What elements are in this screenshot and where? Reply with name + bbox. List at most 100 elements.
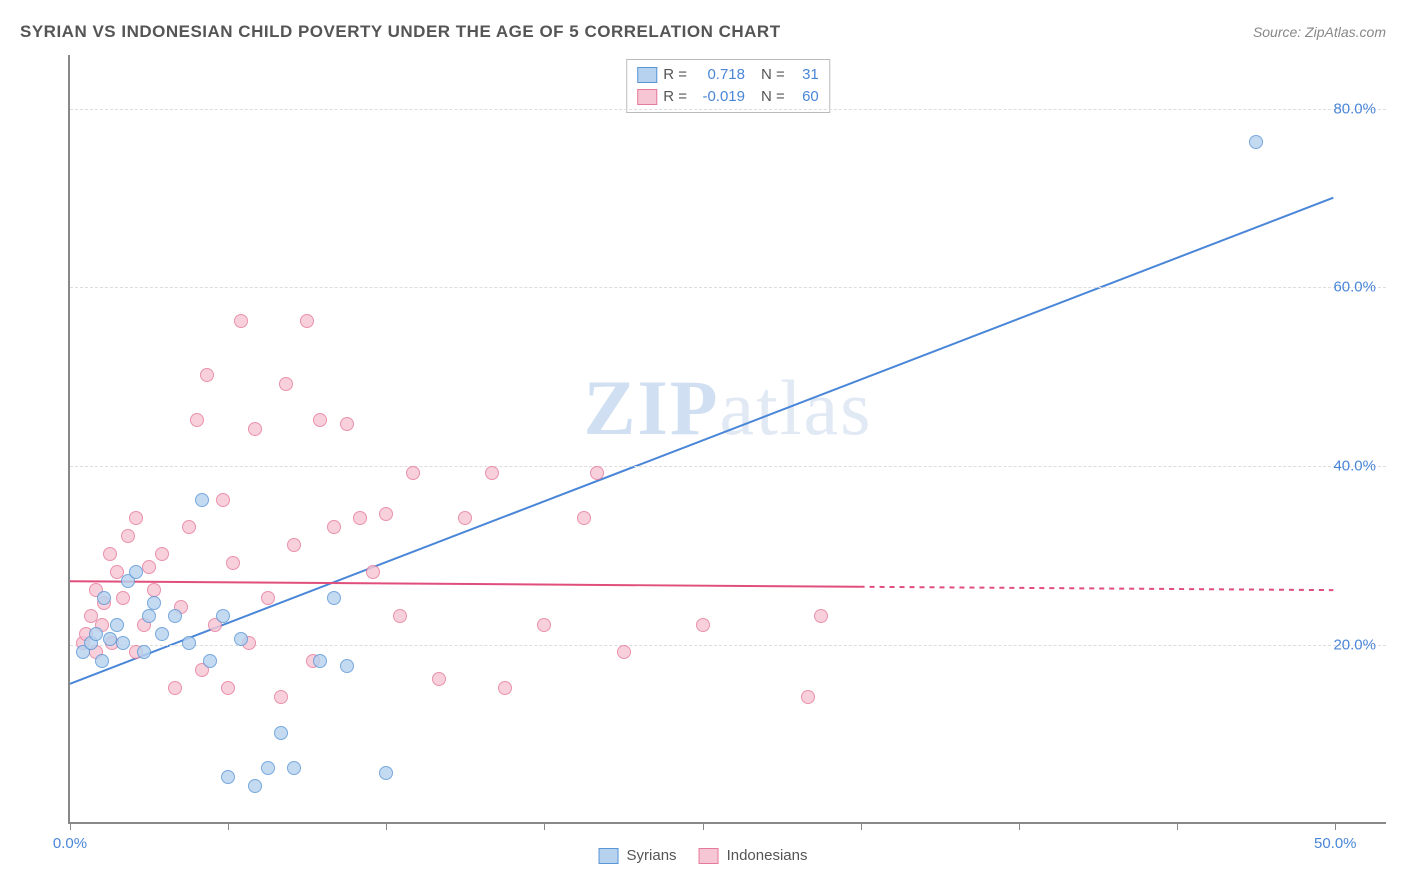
x-tick [1335,822,1336,830]
gridline-h [70,109,1386,110]
point-syrian [203,654,217,668]
point-indonesian [458,511,472,525]
legend-r-label: R = [663,86,687,108]
legend-stats: R =0.718N =31R =-0.019N =60 [626,59,830,113]
point-indonesian [313,413,327,427]
point-indonesian [498,681,512,695]
point-indonesian [327,520,341,534]
point-syrian [89,627,103,641]
point-indonesian [234,314,248,328]
gridline-h [70,645,1386,646]
point-indonesian [801,690,815,704]
point-indonesian [147,583,161,597]
legend-swatch [637,89,657,105]
point-indonesian [168,681,182,695]
point-indonesian [393,609,407,623]
point-indonesian [406,466,420,480]
x-tick [70,822,71,830]
point-indonesian [142,560,156,574]
x-tick-label: 50.0% [1314,835,1357,852]
point-indonesian [696,618,710,632]
point-indonesian [221,681,235,695]
point-syrian [195,493,209,507]
trend-line [860,587,1334,590]
legend-series-label: Indonesians [727,847,808,864]
legend-series-item: Indonesians [699,847,808,864]
point-indonesian [353,511,367,525]
point-indonesian [577,511,591,525]
chart-container: SYRIAN VS INDONESIAN CHILD POVERTY UNDER… [0,0,1406,892]
x-tick [861,822,862,830]
point-syrian [340,659,354,673]
legend-n-label: N = [761,64,785,86]
x-tick-label: 0.0% [53,835,87,852]
trend-lines-svg [70,55,1386,822]
point-indonesian [814,609,828,623]
point-indonesian [248,422,262,436]
point-indonesian [261,591,275,605]
gridline-h [70,287,1386,288]
chart-title: SYRIAN VS INDONESIAN CHILD POVERTY UNDER… [20,22,781,42]
legend-series-item: Syrians [599,847,677,864]
legend-r-value: -0.019 [693,86,745,108]
y-tick-label: 40.0% [1333,458,1376,475]
point-indonesian [216,493,230,507]
point-indonesian [432,672,446,686]
point-syrian [116,636,130,650]
legend-swatch [637,67,657,83]
legend-stats-row: R =0.718N =31 [637,64,819,86]
x-tick [703,822,704,830]
x-tick [544,822,545,830]
legend-series: Syrians Indonesians [599,847,808,864]
point-indonesian [300,314,314,328]
point-syrian [274,726,288,740]
point-indonesian [485,466,499,480]
point-syrian [142,609,156,623]
legend-swatch [699,848,719,864]
point-indonesian [182,520,196,534]
point-syrian [97,591,111,605]
trend-line [70,581,860,587]
point-syrian [110,618,124,632]
point-syrian [1249,135,1263,149]
point-syrian [137,645,151,659]
point-syrian [147,596,161,610]
point-indonesian [340,417,354,431]
point-indonesian [537,618,551,632]
point-syrian [234,632,248,646]
point-syrian [168,609,182,623]
trend-line [70,198,1333,684]
point-indonesian [226,556,240,570]
point-indonesian [116,591,130,605]
y-tick-label: 80.0% [1333,100,1376,117]
point-syrian [95,654,109,668]
point-indonesian [121,529,135,543]
point-indonesian [279,377,293,391]
point-indonesian [287,538,301,552]
legend-r-value: 0.718 [693,64,745,86]
point-syrian [221,770,235,784]
y-tick-label: 20.0% [1333,637,1376,654]
point-syrian [248,779,262,793]
point-indonesian [129,511,143,525]
legend-swatch [599,848,619,864]
point-indonesian [617,645,631,659]
point-syrian [129,565,143,579]
point-indonesian [200,368,214,382]
point-indonesian [366,565,380,579]
gridline-h [70,466,1386,467]
chart-source: Source: ZipAtlas.com [1253,24,1386,40]
legend-n-value: 31 [791,64,819,86]
point-syrian [182,636,196,650]
legend-n-label: N = [761,86,785,108]
point-syrian [103,632,117,646]
point-syrian [327,591,341,605]
title-row: SYRIAN VS INDONESIAN CHILD POVERTY UNDER… [20,22,1386,42]
point-syrian [313,654,327,668]
x-tick [228,822,229,830]
point-syrian [216,609,230,623]
point-syrian [155,627,169,641]
point-syrian [287,761,301,775]
point-indonesian [379,507,393,521]
point-indonesian [590,466,604,480]
